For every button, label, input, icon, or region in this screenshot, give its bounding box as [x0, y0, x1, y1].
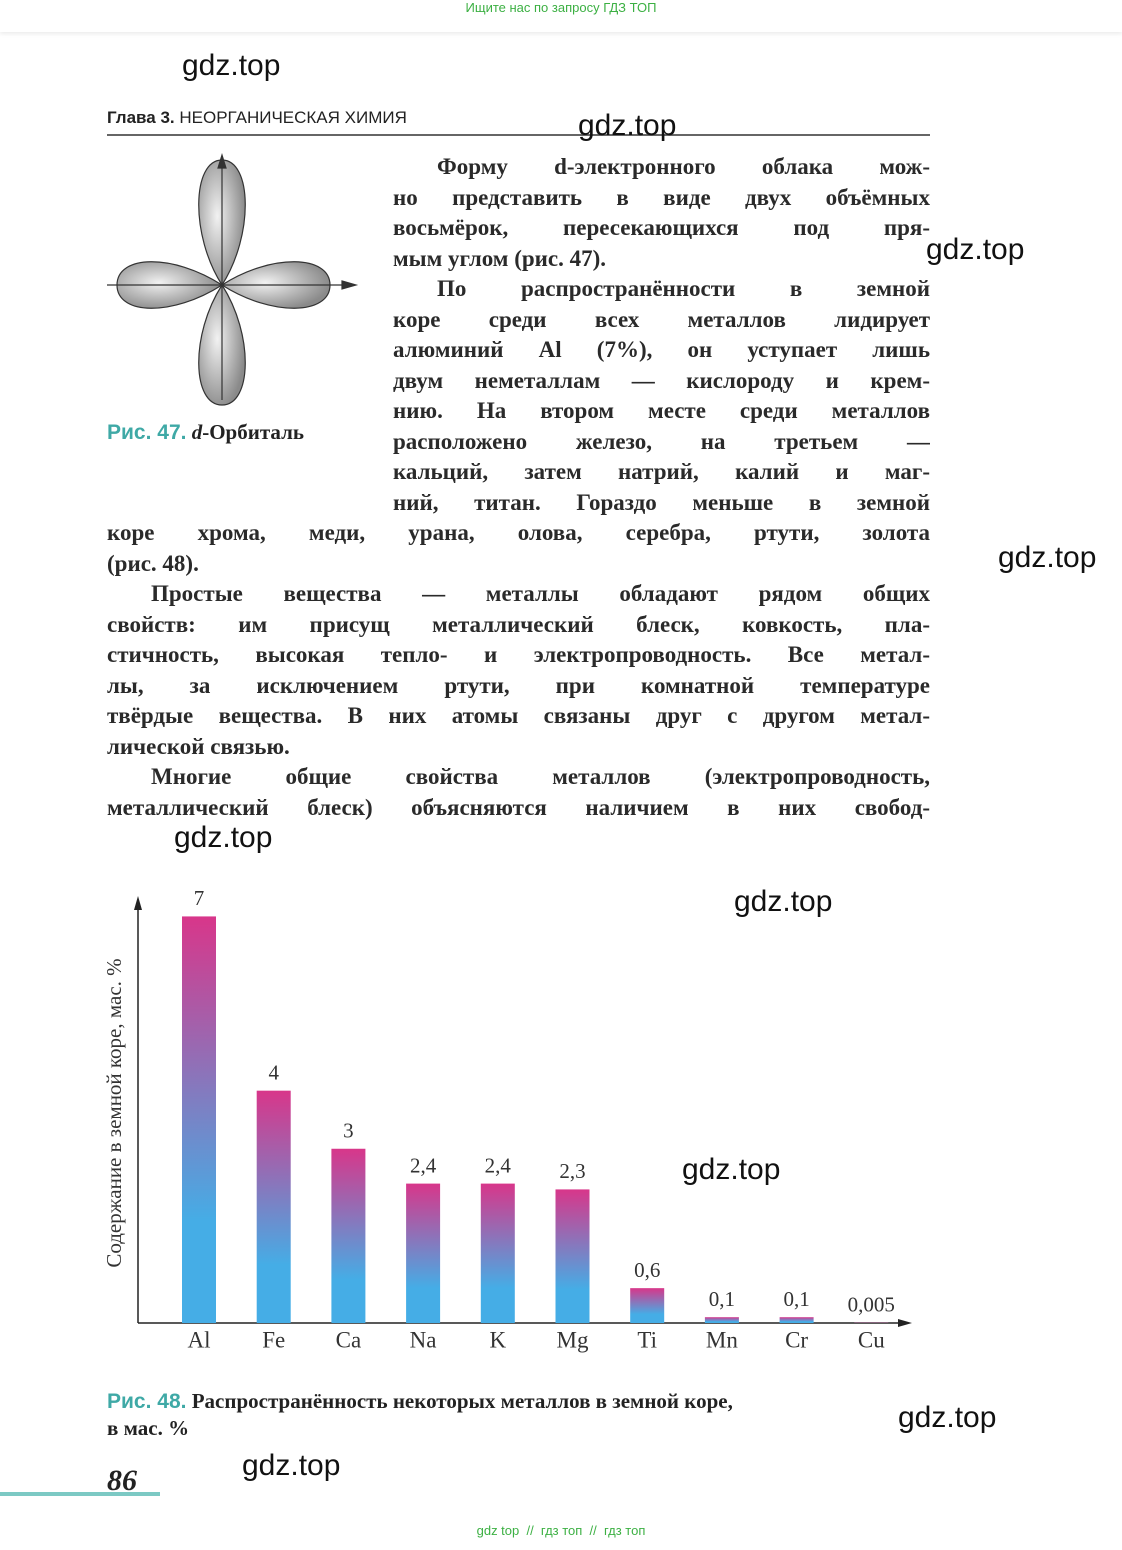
running-header: Глава 3. НЕОРГАНИЧЕСКАЯ ХИМИЯ	[107, 108, 407, 128]
bar	[331, 1148, 366, 1323]
caption-line: Распространённость некоторых металлов в …	[191, 1389, 733, 1413]
watermark: gdz.top	[242, 1449, 341, 1482]
value-label: 0,1	[783, 1287, 809, 1311]
watermark: gdz.top	[182, 49, 281, 82]
watermark: gdz.top	[998, 541, 1097, 574]
text-line: коре хрома, меди, урана, олова, серебра,…	[107, 520, 930, 545]
text-line: свойств: им присущ металлический блеск, …	[107, 611, 930, 637]
watermark: gdz.top	[898, 1401, 997, 1434]
text-line: Форму d-электронного облака мож-	[437, 154, 930, 179]
figure-label: Рис. 47.	[107, 421, 187, 444]
x-tick-label: Mg	[557, 1327, 589, 1352]
figure-label: Рис. 48.	[107, 1390, 187, 1413]
text-line: Многие общие свойства металлов (электроп…	[151, 764, 930, 789]
watermark: gdz.top	[174, 821, 273, 854]
text-line: ний, титан. Гораздо меньше в земной	[393, 489, 930, 515]
text-line: двум неметаллам — кислороду и крем-	[393, 367, 930, 393]
text-line: но представить в виде двух объёмных	[393, 184, 930, 210]
bar	[555, 1189, 590, 1323]
text-line: стичность, высокая тепло- и электропрово…	[107, 642, 930, 667]
x-tick-label: Cu	[858, 1327, 885, 1352]
bar	[256, 1090, 291, 1323]
text-line: восьмёрок, пересекающихся под пря-	[393, 215, 930, 240]
bar	[704, 1317, 739, 1323]
chapter-title: НЕОРГАНИЧЕСКАЯ ХИМИЯ	[179, 108, 407, 127]
y-axis-arrow	[134, 896, 142, 910]
text-line: коре среди всех металлов лидирует	[393, 306, 930, 332]
bar	[182, 916, 216, 1323]
text-line: Простые вещества — металлы обладают рядо…	[151, 581, 930, 606]
page-number-bar	[0, 1492, 160, 1496]
bar-chart: Содержание в земной коре, мас. % 7 Al 4 Fe 3 C…	[102, 886, 912, 1352]
figure-48-caption: Рис. 48. Распространённость некоторых ме…	[107, 1388, 733, 1441]
value-label: 2,4	[410, 1153, 437, 1177]
value-label: 0,6	[634, 1258, 660, 1282]
bar	[406, 1183, 441, 1323]
x-tick-label: Cr	[785, 1327, 808, 1352]
page-number: 86	[107, 1464, 137, 1497]
watermark: gdz.top	[682, 1153, 781, 1186]
x-tick-label: Ca	[336, 1327, 362, 1352]
value-label: 2,3	[559, 1159, 585, 1183]
watermark: gdz.top	[926, 233, 1025, 266]
caption-italic: d	[191, 420, 203, 444]
x-tick-label: Al	[188, 1327, 211, 1352]
chapter: Глава 3.	[107, 108, 175, 127]
value-label: 4	[268, 1060, 279, 1084]
banner[interactable]: Ищите нас по запросу ГДЗ ТОП	[0, 0, 1122, 32]
value-label: 0,1	[709, 1287, 735, 1311]
caption-text: -Орбиталь	[202, 420, 304, 444]
y-axis-label: Содержание в земной коре, мас. %	[102, 958, 126, 1267]
bar	[630, 1288, 665, 1323]
text-line: расположено железо, на третьем —	[393, 428, 930, 454]
footer[interactable]: gdz top // гдз топ // гдз топ	[476, 1523, 646, 1538]
text-line: лы, за исключением ртути, при комнатной …	[107, 672, 930, 698]
text-line: мым углом (рис. 47).	[393, 245, 607, 271]
text-line: По распространённости в земной	[437, 276, 930, 301]
orbital-figure	[107, 152, 359, 406]
caption-line: в мас. %	[107, 1416, 190, 1440]
x-tick-label: K	[489, 1327, 506, 1352]
text-line: металлический блеск) объясняются наличие…	[107, 794, 930, 820]
text-line: твёрдые вещества. В них атомы связаны др…	[107, 703, 930, 728]
value-label: 2,4	[485, 1153, 512, 1177]
text-line: алюминий Al (7%), он уступает лишь	[393, 337, 930, 362]
value-label: 0,005	[848, 1293, 895, 1317]
value-label: 3	[343, 1119, 354, 1143]
watermark: gdz.top	[734, 885, 833, 918]
text-line: лической связью.	[107, 733, 290, 759]
watermark: gdz.top	[578, 109, 677, 142]
bar	[480, 1183, 515, 1323]
figure-47-caption: Рис. 47. d-Орбиталь	[107, 420, 304, 445]
x-axis-arrow	[898, 1319, 912, 1327]
x-tick-label: Ti	[637, 1327, 657, 1352]
x-tick-label: Fe	[262, 1327, 285, 1352]
bar	[779, 1317, 814, 1323]
text-line: (рис. 48).	[107, 550, 199, 576]
text-line: кальций, затем натрий, калий и маг-	[393, 459, 930, 484]
x-tick-label: Mn	[706, 1327, 738, 1352]
value-label: 7	[194, 886, 205, 910]
text-line: нию. На втором месте среди металлов	[393, 398, 930, 423]
x-tick-label: Na	[410, 1327, 437, 1352]
